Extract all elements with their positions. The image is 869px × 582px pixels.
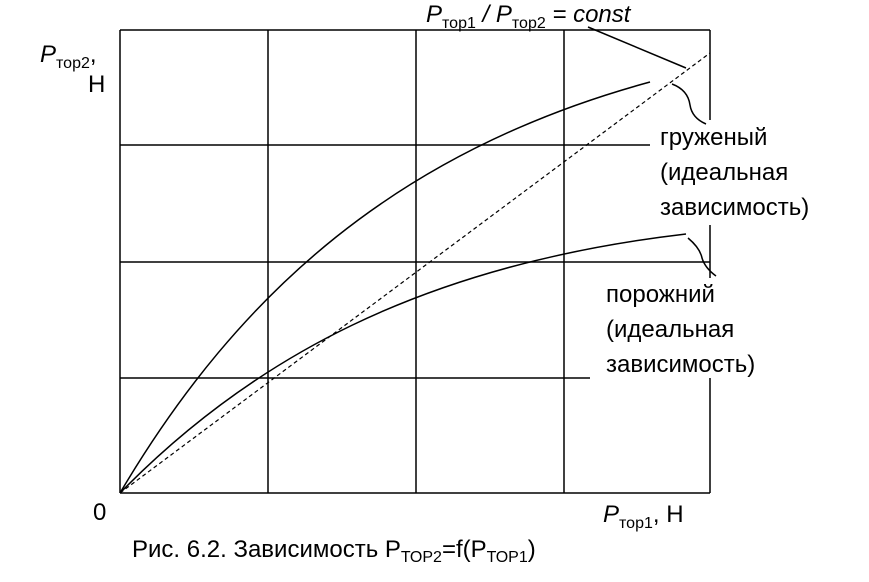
leader: [587, 26, 687, 69]
empty-curve: [119, 233, 687, 494]
loaded-label: груженый: [660, 124, 767, 151]
empty-label: порожний: [606, 281, 715, 308]
empty-label: (идеальная: [606, 316, 734, 343]
ratio-label: Pтор1 / Pтор2 = const: [426, 1, 632, 32]
x-axis-label: Pтор1, Н: [603, 501, 684, 532]
loaded-curve: [119, 81, 651, 494]
y-axis-unit: Н: [88, 71, 105, 98]
label-bg: [598, 278, 798, 378]
origin-label: 0: [93, 499, 106, 526]
leader: [687, 237, 717, 277]
leader: [671, 83, 707, 125]
loaded-label: зависимость): [660, 194, 809, 221]
label-bg: [650, 120, 860, 225]
loaded-label: (идеальная: [660, 159, 788, 186]
empty-label: зависимость): [606, 351, 755, 378]
const-ratio-line: [119, 52, 711, 494]
grid: [119, 29, 711, 494]
y-axis-label: Pтор2,: [40, 41, 97, 72]
caption: Рис. 6.2. Зависимость PТОР2=f(PТОР1): [132, 536, 536, 566]
